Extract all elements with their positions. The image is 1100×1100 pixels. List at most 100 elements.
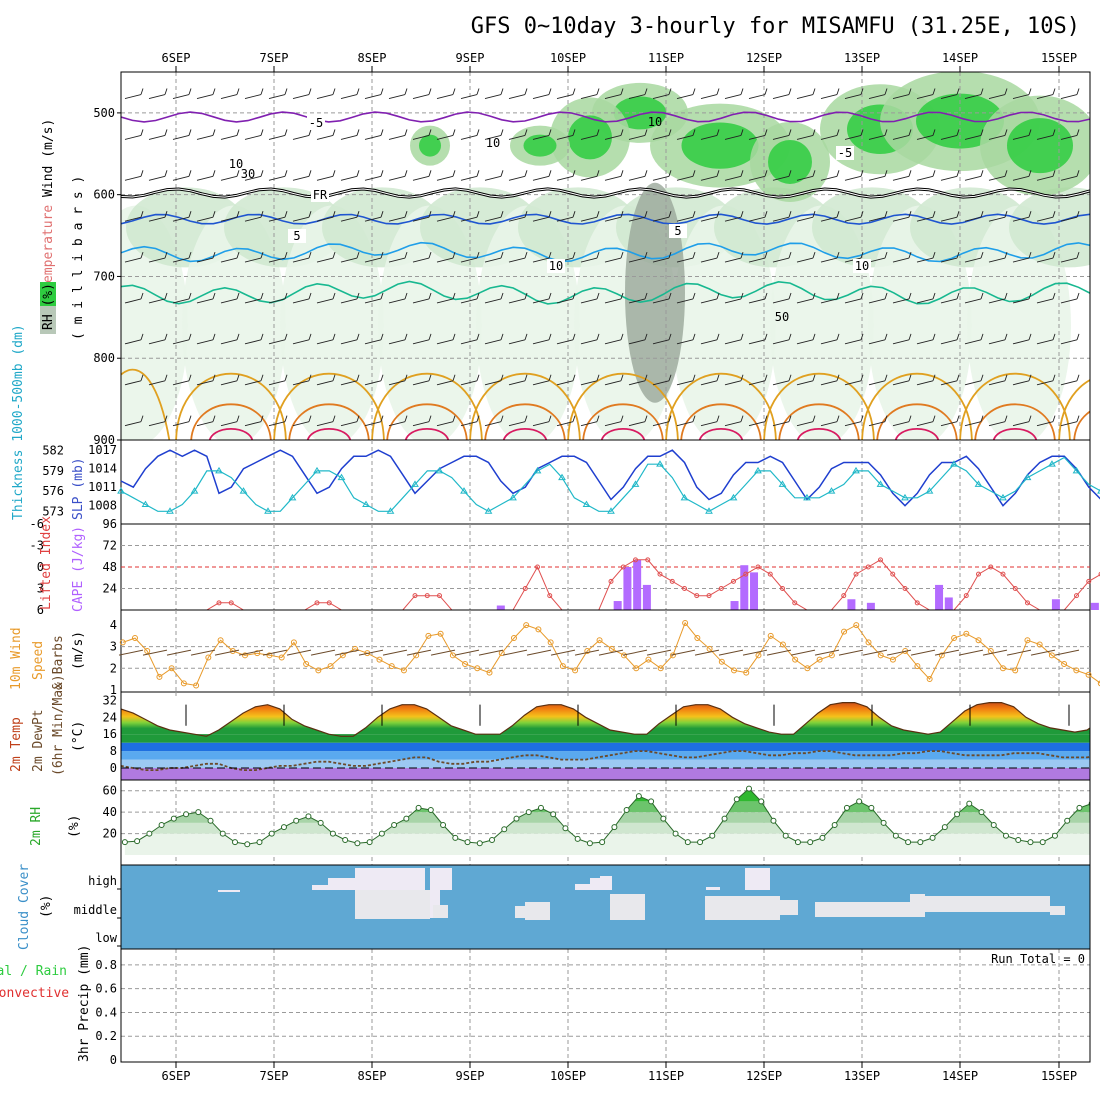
wind-barb-flag <box>932 292 936 300</box>
wind-barb-flag <box>380 211 384 218</box>
li-point <box>963 593 969 599</box>
wind-barb <box>244 175 262 181</box>
wind-barb <box>268 421 286 427</box>
wind-barb <box>748 134 766 140</box>
li-point <box>1086 578 1092 584</box>
day-label-top: 12SEP <box>746 51 782 65</box>
wind-barb-flag <box>596 251 600 259</box>
cloud-mid-patch <box>355 890 430 919</box>
wind-barb <box>964 339 982 345</box>
thickness-point <box>999 493 1007 501</box>
upper-unit-label: ( m i l l i b a r s ) <box>71 176 86 340</box>
rh-point <box>843 804 850 811</box>
rh-point <box>293 817 300 824</box>
wind-barb-flag <box>692 170 696 177</box>
wind-barb-10m <box>934 649 960 656</box>
wind-barb <box>892 94 910 99</box>
temp-tick: 32 <box>103 693 117 707</box>
dewpoint-line <box>121 750 1090 771</box>
wind-barb-flag <box>404 374 408 381</box>
wind-barb <box>988 257 1006 263</box>
wind-barb <box>148 257 166 263</box>
wind-speed-point <box>865 639 872 646</box>
wind-barb-flag <box>788 129 792 136</box>
rh-point <box>501 826 508 833</box>
thickness-point <box>190 487 199 494</box>
wind-barb-flag <box>836 374 840 381</box>
rh-point <box>794 839 801 846</box>
wind-barb-flag <box>596 415 600 422</box>
contour-label-bg <box>547 259 565 273</box>
thickness-point <box>1072 466 1081 474</box>
wind-barb-10m <box>334 649 360 656</box>
wind-barb <box>532 94 550 99</box>
wind-barb-flag <box>548 292 552 300</box>
wind-barb-flag <box>548 333 552 341</box>
wind-barb-flag <box>188 415 192 422</box>
wind-barb-flag <box>476 333 480 341</box>
wind-barb <box>340 175 358 181</box>
wind-barb <box>388 339 406 345</box>
wind-barb <box>1060 380 1078 386</box>
wind-barb-flag <box>836 170 840 177</box>
wind-barb-flag <box>740 211 744 218</box>
wind-barb-flag <box>668 374 672 381</box>
wind-barb-flag <box>236 333 240 341</box>
wind-barb <box>724 339 742 345</box>
wind-barb <box>292 175 310 181</box>
rh-point <box>232 839 239 846</box>
day-label-top: 9SEP <box>456 51 485 65</box>
wind-barb <box>532 298 550 304</box>
wind-barb-flag <box>1004 88 1008 95</box>
wind-barb-flag <box>332 251 336 259</box>
wind-speed-point <box>242 652 249 659</box>
temp-contour-5 <box>121 213 1090 225</box>
wind-barb-flag <box>548 129 552 136</box>
wind-barb-flag <box>644 415 648 422</box>
wind-barb <box>220 216 238 222</box>
wind-barb-flag <box>500 170 504 177</box>
wind-speed-point <box>743 669 750 676</box>
wind-barb-flag <box>668 415 672 422</box>
wind-barb <box>772 94 790 99</box>
wind-barb-flag <box>500 333 504 341</box>
wind-barb-flag <box>716 333 720 341</box>
wind-barb <box>220 339 238 345</box>
thickness-point <box>215 466 223 474</box>
wind-barb <box>268 257 286 263</box>
temp-ylabel-1: 2m Temp <box>9 717 24 772</box>
wind-barb-flag <box>596 211 600 218</box>
wind-barb-flag <box>164 251 168 259</box>
rh-point <box>403 815 410 822</box>
wind-barb-flag <box>932 170 936 177</box>
wind-barb <box>844 94 862 99</box>
wind-barb-flag <box>788 170 792 177</box>
cloud-level-label: middle <box>74 903 117 917</box>
day-label-bottom: 6SEP <box>162 1069 191 1083</box>
wind-barb-10m <box>406 649 432 656</box>
wind-barb-flag <box>692 129 696 136</box>
wind-barb <box>964 134 982 140</box>
wind-barb <box>700 421 718 427</box>
wind-barb <box>796 421 814 427</box>
wind-barb <box>892 134 910 140</box>
thickness-point <box>484 507 493 514</box>
wind-barb-flag <box>476 292 480 300</box>
wind-barb <box>220 94 238 99</box>
day-label-bottom: 12SEP <box>746 1069 782 1083</box>
rh-point <box>892 832 899 839</box>
wind-barb-flag <box>1028 415 1032 422</box>
precip-panel-frame <box>120 948 1091 1063</box>
wind-barb-flag <box>236 374 240 381</box>
wind-barb <box>868 380 886 386</box>
wind-barb-flag <box>188 333 192 341</box>
temperature-panel: 32 24 16 8 0 2m Temp 2m DewPt (6hr Min/Max) (°C) <box>9 674 1091 781</box>
contour-label: 10 <box>855 259 869 273</box>
wind-barb-flag <box>380 251 384 259</box>
wind-barb-flag <box>692 211 696 218</box>
wind-barb <box>1012 216 1030 222</box>
wind-barb <box>844 175 862 181</box>
wind-speed-point <box>217 637 224 644</box>
wind-barb-flag <box>620 415 624 422</box>
thickness-point <box>876 480 885 487</box>
